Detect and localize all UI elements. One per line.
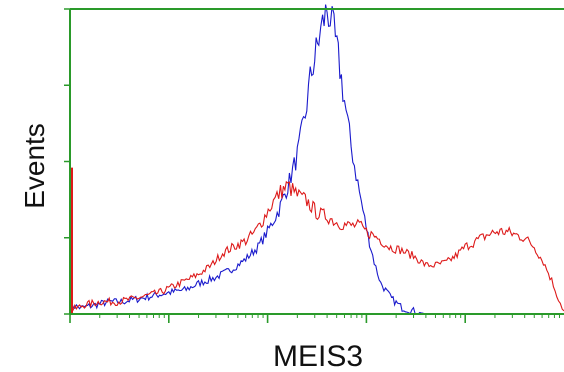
histogram-series-2 xyxy=(69,180,564,314)
series-layer xyxy=(69,4,564,315)
y-axis-title: Events xyxy=(19,123,50,209)
axes-layer xyxy=(64,8,564,323)
x-axis-title: MEIS3 xyxy=(273,340,363,372)
plot-background xyxy=(70,9,564,314)
